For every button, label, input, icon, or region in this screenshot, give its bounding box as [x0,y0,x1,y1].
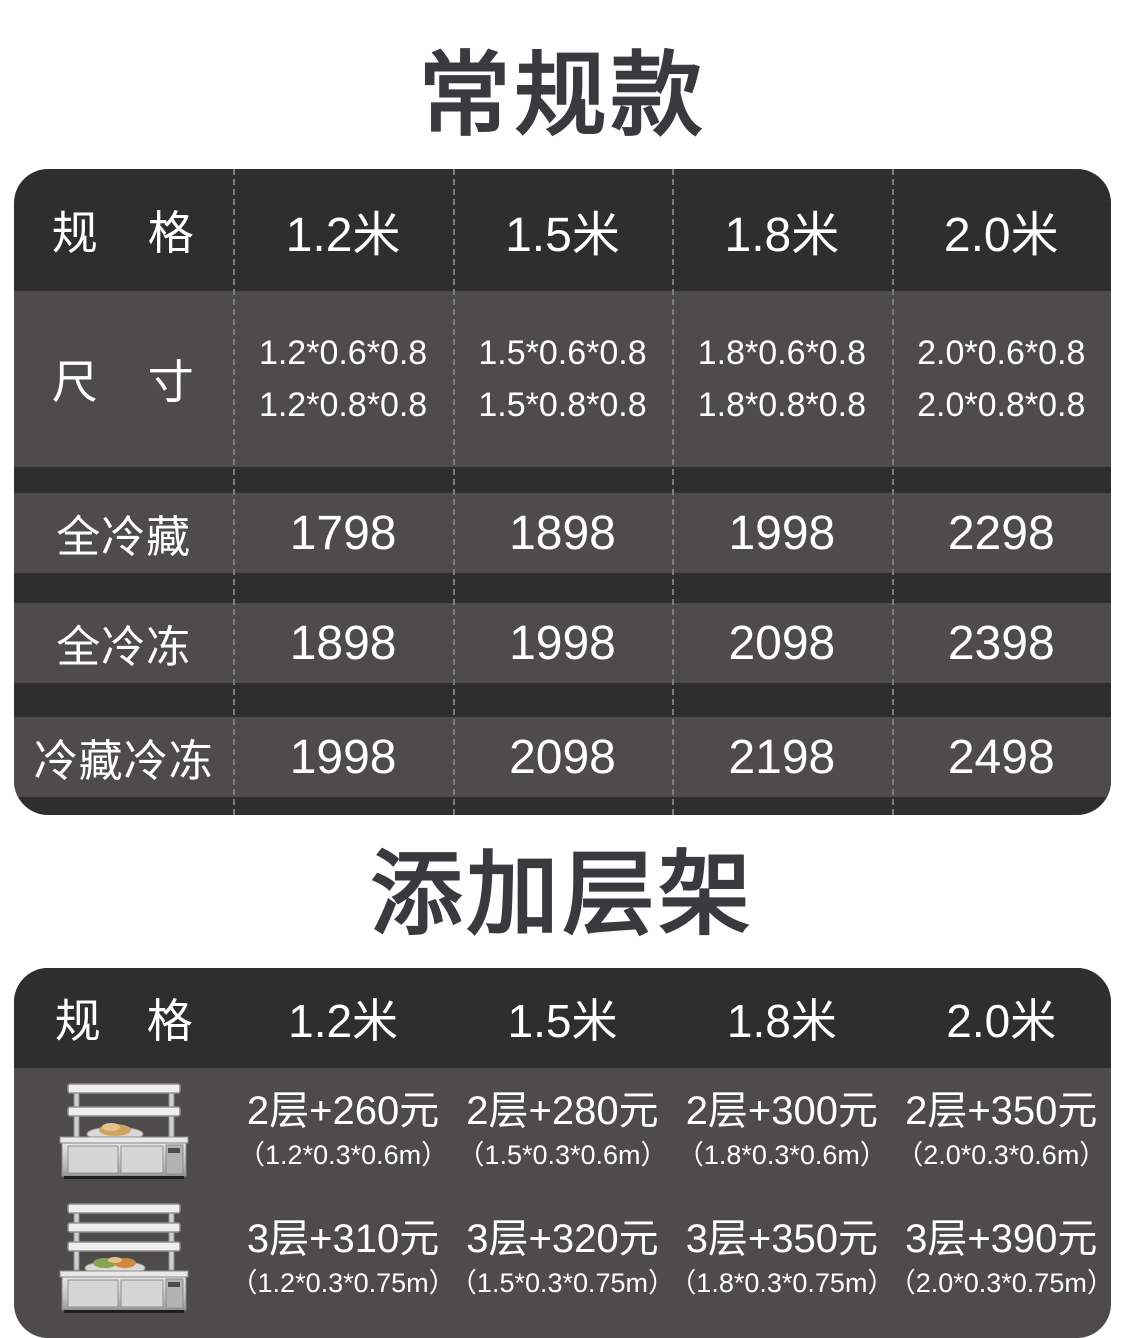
shelf-price: 3层+310元 [246,1217,440,1262]
shelf-row-2-tier: 2层+260元 （1.2*0.3*0.6m） 2层+280元 （1.5*0.3*… [14,1068,1111,1192]
header-spec-label: 规 格 [54,995,193,1048]
shelf-price: 2层+260元 [246,1089,440,1134]
price-value: 2498 [947,730,1055,784]
dimensions-1-5m: 1.5*0.6*0.8 1.5*0.8*0.8 [453,327,672,432]
dimension-value: 1.8*0.6*0.8 [697,333,866,372]
row-label: 冷藏冷冻 [33,737,214,787]
price-value: 2298 [947,506,1055,560]
dimensions-row: 尺 寸 1.2*0.6*0.8 1.2*0.8*0.8 1.5*0.6*0.8 … [14,291,1111,468]
prep-fridge-3-tier-image [14,1198,233,1318]
shelf-option-cell: 2层+300元 （1.8*0.3*0.6m） [672,1087,891,1173]
shelf-option-cell: 3层+350元 （1.8*0.3*0.75m） [669,1215,895,1301]
dimension-value: 2.0*0.8*0.8 [917,386,1086,425]
header-size-2-0m: 2.0米 [946,995,1057,1048]
dimension-value: 1.5*0.6*0.8 [478,333,647,372]
price-value: 2098 [509,730,616,784]
shelf-option-cell: 3层+310元 （1.2*0.3*0.75m） [231,1215,456,1301]
shelf-size: （1.5*0.3*0.75m） [449,1268,676,1299]
shelf-price: 3层+390元 [905,1217,1098,1262]
header-size-1-8m: 1.8米 [726,995,837,1048]
table-header-row: 规 格 1.2米 1.5米 1.8米 2.0米 [14,968,1111,1069]
shelf-price: 2层+350元 [905,1089,1098,1134]
shelf-size: （2.0*0.3*0.75m） [888,1268,1111,1299]
fridge-2-tier-icon [59,1083,189,1180]
shelf-price: 3层+320元 [466,1217,659,1262]
shelf-size: （1.5*0.3*0.6m） [457,1140,668,1171]
shelf-price: 3层+350元 [685,1217,879,1262]
price-value: 1998 [289,730,397,784]
table-header-row: 规 格 1.2米 1.5米 1.8米 2.0米 [14,169,1111,291]
shelf-size: （1.2*0.3*0.75m） [230,1268,456,1299]
shelf-option-cell: 2层+260元 （1.2*0.3*0.6m） [233,1087,452,1173]
dimension-value: 1.5*0.8*0.8 [478,386,647,425]
section-title-regular: 常规款 [418,45,707,147]
regular-models-table: 规 格 1.2米 1.5米 1.8米 2.0米 尺 寸 1.2*0.6*0.8 … [14,169,1111,816]
price-row-all-freezer: 全冷冻 1898 1998 2098 2398 [14,603,1111,684]
price-value: 1898 [289,616,397,670]
price-value: 2098 [728,616,836,670]
shelf-size: （2.0*0.3*0.6m） [896,1140,1107,1171]
shelf-option-cell: 2层+280元 （1.5*0.3*0.6m） [453,1087,672,1173]
price-value: 1998 [509,616,616,670]
shelf-row-3-tier: 3层+310元 （1.2*0.3*0.75m） 3层+320元 （1.5*0.3… [14,1192,1111,1324]
dimensions-1-8m: 1.8*0.6*0.8 1.8*0.8*0.8 [672,327,891,432]
dimension-value: 1.8*0.8*0.8 [697,386,866,425]
price-row-all-refrigerated: 全冷藏 1798 1898 1998 2298 [14,493,1111,574]
row-label: 全冷冻 [56,623,192,673]
section-title-shelves: 添加层架 [370,844,755,947]
header-size-1-2m: 1.2米 [285,209,401,263]
shelf-size: （1.2*0.3*0.6m） [238,1140,449,1171]
price-value: 1898 [509,506,616,560]
header-size-1-5m: 1.5米 [505,209,620,263]
dimensions-1-2m: 1.2*0.6*0.8 1.2*0.8*0.8 [233,327,452,432]
shelf-option-cell: 3层+390元 （2.0*0.3*0.75m） [888,1215,1111,1301]
header-size-1-5m: 1.5米 [507,995,618,1048]
dimension-value: 2.0*0.6*0.8 [917,333,1086,372]
price-value: 1798 [289,506,397,560]
dimensions-label: 尺 寸 [51,356,196,409]
dimension-value: 1.2*0.6*0.8 [258,333,428,372]
header-size-1-8m: 1.8米 [724,209,840,263]
header-spec-label: 规 格 [51,207,196,260]
shelf-price: 2层+280元 [466,1089,659,1134]
shelf-size: （1.8*0.3*0.75m） [669,1268,895,1299]
fridge-3-tier-icon [59,1203,189,1314]
shelf-option-cell: 2层+350元 （2.0*0.3*0.6m） [892,1087,1111,1173]
header-size-1-2m: 1.2米 [288,995,399,1048]
shelf-price: 2层+300元 [685,1089,879,1134]
add-shelves-table: 规 格 1.2米 1.5米 1.8米 2.0米 [14,968,1111,1338]
price-row-fridge-freezer: 冷藏冷冻 1998 2098 2198 2498 [14,717,1111,798]
price-value: 1998 [728,506,836,560]
row-label: 全冷藏 [56,513,192,563]
header-size-2-0m: 2.0米 [943,209,1059,263]
shelf-option-cell: 3层+320元 （1.5*0.3*0.75m） [449,1215,676,1301]
dimension-value: 1.2*0.8*0.8 [258,386,428,425]
dimensions-2-0m: 2.0*0.6*0.8 2.0*0.8*0.8 [892,327,1111,432]
shelf-size: （1.8*0.3*0.6m） [676,1140,887,1171]
price-value: 2398 [947,616,1055,670]
prep-fridge-2-tier-image [14,1076,233,1184]
price-value: 2198 [728,730,836,784]
